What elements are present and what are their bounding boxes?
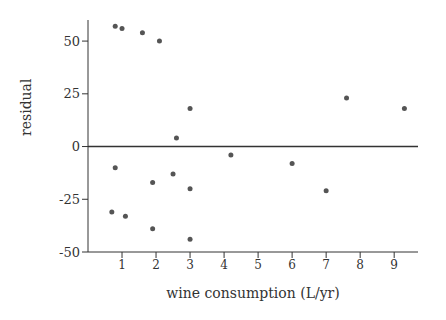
svg-text:wine consumption (L/yr): wine consumption (L/yr) (166, 285, 339, 301)
svg-text:0: 0 (72, 139, 80, 154)
svg-text:25: 25 (63, 86, 80, 101)
svg-text:-50: -50 (59, 245, 80, 260)
svg-text:50: 50 (63, 34, 80, 49)
svg-text:8: 8 (356, 258, 364, 272)
svg-text:9: 9 (390, 258, 398, 272)
svg-text:residual: residual (18, 78, 34, 136)
svg-text:5: 5 (254, 258, 262, 272)
svg-text:7: 7 (322, 258, 330, 272)
svg-text:2: 2 (152, 258, 160, 272)
svg-text:4: 4 (220, 258, 228, 272)
svg-text:3: 3 (186, 258, 194, 272)
svg-text:6: 6 (288, 258, 296, 272)
svg-text:-25: -25 (59, 192, 80, 207)
svg-text:1: 1 (118, 258, 126, 272)
